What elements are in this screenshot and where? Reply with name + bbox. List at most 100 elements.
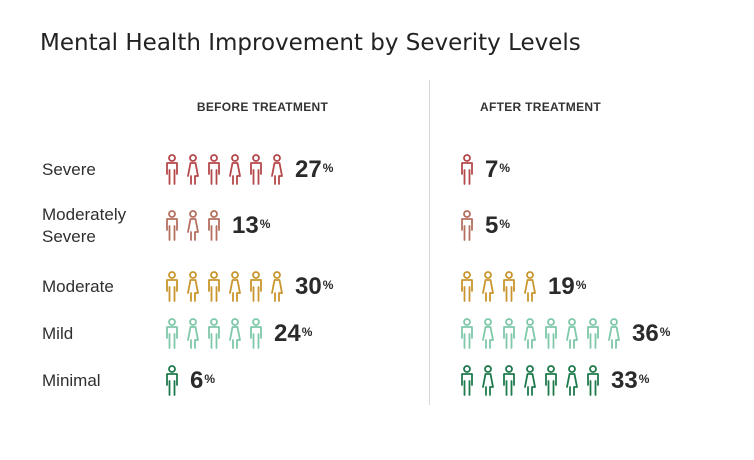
- before-treatment-group: 30%: [163, 271, 333, 303]
- person-icon: [268, 154, 289, 186]
- value-label: 36%: [632, 322, 670, 346]
- person-icon: [163, 318, 184, 350]
- percent-sign: %: [638, 372, 650, 386]
- value-number: 24: [274, 320, 301, 347]
- person-icon: [268, 271, 289, 303]
- person-icon: [500, 318, 521, 350]
- row-label: Mild: [42, 323, 162, 345]
- value-label: 27%: [295, 158, 333, 182]
- column-divider: [429, 80, 430, 405]
- person-icon: [247, 154, 268, 186]
- value-number: 27: [295, 156, 322, 183]
- person-icon: [205, 271, 226, 303]
- value-label: 24%: [274, 322, 312, 346]
- person-icon-row: [163, 271, 289, 303]
- value-number: 30: [295, 273, 322, 300]
- person-icon-row: [458, 365, 605, 397]
- after-treatment-header: AFTER TREATMENT: [480, 100, 601, 114]
- before-treatment-header: BEFORE TREATMENT: [196, 100, 329, 114]
- row-label: Minimal: [42, 370, 162, 392]
- percent-sign: %: [301, 325, 313, 339]
- row-label: Severe: [42, 159, 162, 181]
- person-icon: [163, 365, 184, 397]
- person-icon: [226, 154, 247, 186]
- person-icon: [521, 318, 542, 350]
- person-icon: [458, 365, 479, 397]
- person-icon: [542, 318, 563, 350]
- value-number: 13: [232, 212, 259, 239]
- row-label-line: Moderately: [42, 205, 127, 224]
- person-icon: [563, 365, 584, 397]
- person-icon: [184, 210, 205, 242]
- person-icon: [247, 318, 268, 350]
- person-icon-row: [163, 154, 289, 186]
- person-icon-row: [163, 365, 184, 397]
- percent-sign: %: [259, 217, 271, 231]
- person-icon: [500, 271, 521, 303]
- value-label: 7%: [485, 158, 510, 182]
- value-number: 36: [632, 320, 659, 347]
- value-label: 19%: [548, 275, 586, 299]
- person-icon: [542, 365, 563, 397]
- value-number: 33: [611, 367, 638, 394]
- person-icon: [521, 365, 542, 397]
- percent-sign: %: [575, 278, 587, 292]
- person-icon: [184, 154, 205, 186]
- percent-sign: %: [659, 325, 671, 339]
- value-number: 7: [485, 156, 499, 183]
- person-icon: [458, 210, 479, 242]
- value-number: 19: [548, 273, 575, 300]
- person-icon: [226, 271, 247, 303]
- percent-sign: %: [322, 161, 334, 175]
- person-icon: [458, 318, 479, 350]
- row-label-line: Mild: [42, 324, 74, 343]
- value-label: 33%: [611, 369, 649, 393]
- chart-title: Mental Health Improvement by Severity Le…: [40, 30, 581, 56]
- person-icon: [500, 365, 521, 397]
- value-number: 6: [190, 367, 204, 394]
- value-label: 13%: [232, 214, 270, 238]
- before-treatment-group: 24%: [163, 318, 312, 350]
- value-label: 30%: [295, 275, 333, 299]
- person-icon-row: [458, 271, 542, 303]
- person-icon: [563, 318, 584, 350]
- person-icon: [163, 210, 184, 242]
- person-icon: [458, 271, 479, 303]
- person-icon: [584, 365, 605, 397]
- person-icon: [479, 318, 500, 350]
- row-label-line: Minimal: [42, 371, 101, 390]
- person-icon-row: [458, 154, 479, 186]
- value-label: 5%: [485, 214, 510, 238]
- before-treatment-group: 6%: [163, 365, 215, 397]
- person-icon: [584, 318, 605, 350]
- person-icon-row: [458, 318, 626, 350]
- person-icon: [163, 271, 184, 303]
- percent-sign: %: [499, 217, 511, 231]
- percent-sign: %: [322, 278, 334, 292]
- after-treatment-group: 19%: [458, 271, 586, 303]
- person-icon: [479, 271, 500, 303]
- row-label-line: Severe: [42, 227, 96, 246]
- person-icon: [184, 271, 205, 303]
- person-icon: [205, 318, 226, 350]
- person-icon: [521, 271, 542, 303]
- person-icon: [205, 210, 226, 242]
- person-icon: [226, 318, 247, 350]
- after-treatment-group: 36%: [458, 318, 670, 350]
- after-treatment-group: 5%: [458, 210, 510, 242]
- person-icon: [458, 154, 479, 186]
- person-icon: [605, 318, 626, 350]
- person-icon: [479, 365, 500, 397]
- after-treatment-group: 7%: [458, 154, 510, 186]
- person-icon-row: [458, 210, 479, 242]
- before-treatment-group: 27%: [163, 154, 333, 186]
- percent-sign: %: [499, 161, 511, 175]
- person-icon-row: [163, 210, 226, 242]
- person-icon: [163, 154, 184, 186]
- person-icon-row: [163, 318, 268, 350]
- person-icon: [184, 318, 205, 350]
- row-label-line: Severe: [42, 160, 96, 179]
- row-label: Moderately Severe: [42, 204, 162, 248]
- value-number: 5: [485, 212, 499, 239]
- after-treatment-group: 33%: [458, 365, 649, 397]
